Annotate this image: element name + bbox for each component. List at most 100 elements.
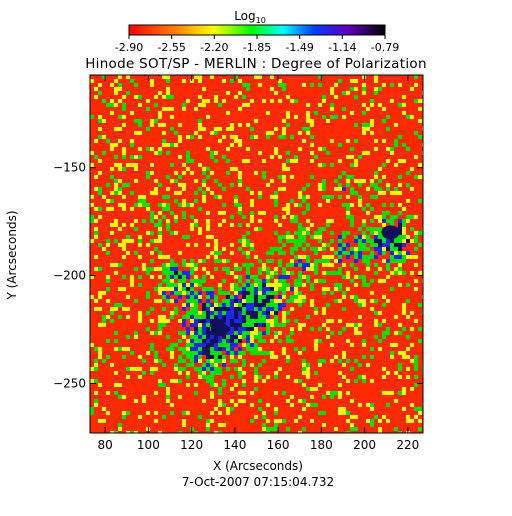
heatmap-cell bbox=[402, 251, 406, 255]
heatmap-cell bbox=[214, 247, 218, 251]
heatmap-cell bbox=[138, 235, 142, 239]
heatmap-cell bbox=[278, 307, 282, 311]
heatmap-cell bbox=[94, 379, 98, 383]
heatmap-cell bbox=[118, 315, 122, 319]
heatmap-cell bbox=[138, 283, 142, 287]
heatmap-cell bbox=[278, 175, 282, 179]
heatmap-cell bbox=[294, 239, 298, 243]
heatmap-cell bbox=[310, 119, 314, 123]
heatmap-cell bbox=[242, 359, 246, 363]
heatmap-cell bbox=[282, 167, 286, 171]
heatmap-cell bbox=[362, 279, 366, 283]
heatmap-cell bbox=[242, 291, 246, 295]
heatmap-cell bbox=[234, 339, 238, 343]
heatmap-cell bbox=[242, 379, 246, 383]
heatmap-cell bbox=[338, 407, 342, 411]
heatmap-cell bbox=[162, 291, 166, 295]
heatmap-cell bbox=[302, 239, 306, 243]
heatmap-cell bbox=[346, 211, 350, 215]
heatmap-cell bbox=[282, 419, 286, 423]
heatmap-cell bbox=[326, 259, 330, 263]
heatmap-cell bbox=[330, 319, 334, 323]
heatmap-cell bbox=[266, 283, 270, 287]
heatmap-cell bbox=[278, 299, 282, 303]
heatmap-cell bbox=[158, 151, 162, 155]
heatmap-cell bbox=[110, 143, 114, 147]
heatmap-cell bbox=[262, 211, 266, 215]
heatmap-cell bbox=[170, 351, 174, 355]
heatmap-cell bbox=[362, 231, 366, 235]
heatmap-cell bbox=[170, 279, 174, 283]
heatmap-cell bbox=[222, 211, 226, 215]
heatmap-cell bbox=[394, 187, 398, 191]
heatmap-cell bbox=[150, 331, 154, 335]
heatmap-cell bbox=[234, 195, 238, 199]
heatmap-cell bbox=[222, 347, 226, 351]
heatmap-cell bbox=[406, 315, 410, 319]
heatmap-cell bbox=[402, 351, 406, 355]
heatmap-cell bbox=[238, 347, 242, 351]
heatmap-cell bbox=[306, 367, 310, 371]
heatmap-cell bbox=[110, 307, 114, 311]
heatmap-cell bbox=[150, 251, 154, 255]
heatmap-cell bbox=[254, 275, 258, 279]
heatmap-cell bbox=[282, 251, 286, 255]
heatmap-cell bbox=[134, 95, 138, 99]
heatmap-cell bbox=[186, 203, 190, 207]
heatmap-cell bbox=[154, 411, 158, 415]
heatmap-cell bbox=[286, 115, 290, 119]
heatmap-cell bbox=[98, 291, 102, 295]
heatmap-cell bbox=[218, 211, 222, 215]
heatmap-cell bbox=[370, 379, 374, 383]
heatmap-cell bbox=[278, 339, 282, 343]
heatmap-cell bbox=[238, 331, 242, 335]
heatmap-cell bbox=[198, 339, 202, 343]
heatmap-core bbox=[210, 322, 229, 337]
heatmap-cell bbox=[230, 283, 234, 287]
heatmap-cell bbox=[358, 299, 362, 303]
heatmap-cell bbox=[390, 391, 394, 395]
heatmap-cell bbox=[138, 367, 142, 371]
heatmap-cell bbox=[354, 95, 358, 99]
heatmap-cell bbox=[310, 135, 314, 139]
heatmap-cell bbox=[334, 83, 338, 87]
heatmap-cell bbox=[130, 143, 134, 147]
heatmap-cell bbox=[306, 111, 310, 115]
heatmap-cell bbox=[134, 227, 138, 231]
heatmap-cell bbox=[322, 187, 326, 191]
heatmap-cell bbox=[146, 203, 150, 207]
heatmap-cell bbox=[270, 99, 274, 103]
heatmap-cell bbox=[186, 135, 190, 139]
heatmap-cell bbox=[226, 339, 230, 343]
heatmap-cell bbox=[294, 291, 298, 295]
heatmap-cell bbox=[150, 343, 154, 347]
heatmap-cell bbox=[114, 163, 118, 167]
heatmap-cell bbox=[186, 155, 190, 159]
heatmap-cell bbox=[350, 79, 354, 83]
heatmap-cell bbox=[130, 431, 134, 433]
colorbar-tick-label: -1.49 bbox=[285, 41, 313, 54]
heatmap-cell bbox=[106, 299, 110, 303]
heatmap-cell bbox=[102, 99, 106, 103]
heatmap-cell bbox=[202, 335, 206, 339]
heatmap-cell bbox=[414, 215, 418, 219]
heatmap-cell bbox=[278, 235, 282, 239]
heatmap-cell bbox=[262, 351, 266, 355]
heatmap-cell bbox=[282, 351, 286, 355]
heatmap-cell bbox=[174, 275, 178, 279]
heatmap-cell bbox=[234, 315, 238, 319]
heatmap-cell bbox=[398, 223, 402, 227]
heatmap-cell bbox=[190, 323, 194, 327]
heatmap-cell bbox=[138, 203, 142, 207]
heatmap-cell bbox=[318, 203, 322, 207]
heatmap-cell bbox=[330, 219, 334, 223]
heatmap-cell bbox=[270, 87, 274, 91]
heatmap-cell bbox=[358, 227, 362, 231]
heatmap-cell bbox=[294, 115, 298, 119]
heatmap-cell bbox=[242, 327, 246, 331]
heatmap-cell bbox=[206, 347, 210, 351]
heatmap-cell bbox=[234, 139, 238, 143]
heatmap-cell bbox=[258, 399, 262, 403]
heatmap-cell bbox=[210, 151, 214, 155]
heatmap-cell bbox=[298, 295, 302, 299]
